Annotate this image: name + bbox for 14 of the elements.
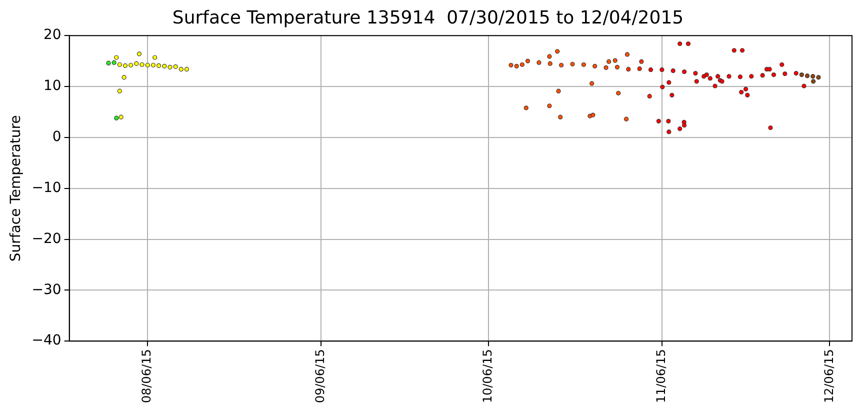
y-tick-label: 10 <box>44 78 62 94</box>
x-tick-label: 08/06/15 <box>140 349 154 404</box>
x-tick-label: 09/06/15 <box>313 349 328 404</box>
y-tick-label: 20 <box>44 27 62 44</box>
y-tick-label: −30 <box>32 282 62 298</box>
y-axis-title: Surface Temperature <box>8 115 24 262</box>
y-tick-label: −10 <box>32 180 62 196</box>
x-tick-label: 12/06/15 <box>822 349 836 404</box>
y-tick-label: −40 <box>32 332 62 349</box>
chart-title: Surface Temperature 135914 07/30/2015 to 12/04/2015 <box>172 7 684 28</box>
x-tick-label: 10/06/15 <box>480 349 495 404</box>
y-tick-label: −20 <box>32 230 62 247</box>
y-tick-label: 0 <box>52 129 62 146</box>
x-tick-label: 11/06/15 <box>654 349 668 404</box>
